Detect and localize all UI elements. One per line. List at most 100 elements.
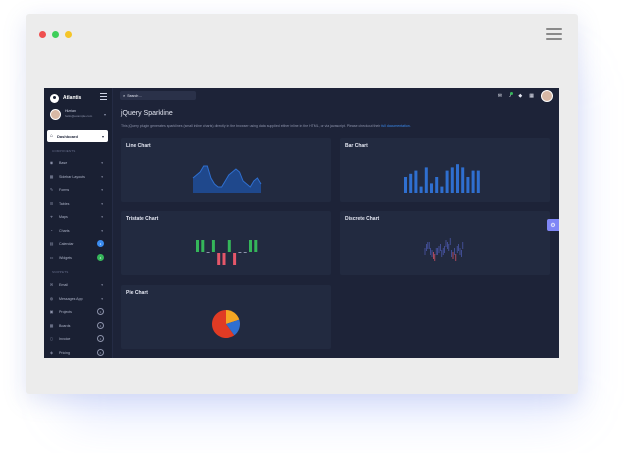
sidebar-item-widgets[interactable]: ▭ Widgets 4 — [49, 253, 107, 262]
brand-name: Atlantis — [63, 95, 82, 101]
bar-chart-bar — [445, 170, 449, 193]
section-heading-components: COMPONENTS — [52, 149, 76, 153]
documentation-link[interactable]: full documentation. — [381, 124, 411, 128]
sidebar-item-label: Base — [59, 160, 68, 165]
settings-icon[interactable]: ⚙ — [547, 219, 559, 231]
sidebar-item-label: Invoice — [59, 336, 71, 341]
table-icon: ☰ — [49, 201, 54, 206]
menu-icon[interactable] — [546, 28, 562, 43]
sidebar-item-maps[interactable]: ⌖ Maps ▾ — [49, 212, 107, 221]
card-title: Tristate Chart — [126, 216, 159, 222]
bar-chart-bar — [471, 170, 475, 193]
grid-icon[interactable]: ▦ — [529, 93, 534, 99]
page-title: jQuery Sparkline — [121, 110, 173, 117]
map-marker-icon: ⌖ — [50, 214, 53, 219]
navbar-actions: ✉ ♪ ◆ ▦ — [491, 90, 553, 102]
sidebar-item-calendar[interactable]: ▤ Calendar 1 — [49, 239, 107, 248]
line-chart-card: Line Chart — [121, 138, 331, 202]
bar-chart-bar — [424, 167, 428, 193]
tristate-chart-bar — [233, 253, 237, 265]
pie-chart — [212, 310, 240, 338]
avatar[interactable] — [541, 90, 553, 102]
sidebar-item-base[interactable]: ◉ Base ▾ — [49, 158, 107, 167]
tristate-chart-bar — [211, 240, 215, 252]
pie-chart-slice — [226, 319, 240, 336]
search-icon: ⌕ — [123, 93, 126, 98]
tristate-chart-bar — [222, 253, 226, 265]
home-icon: ⌂ — [50, 133, 54, 139]
bell-icon[interactable]: ♪ — [508, 92, 514, 99]
bar-chart-card: Bar Chart — [340, 138, 550, 202]
tristate-chart-bar — [249, 240, 252, 252]
layers-icon[interactable]: ◆ — [518, 93, 523, 99]
bar-chart-bar — [456, 164, 459, 193]
notification-badge — [510, 92, 514, 95]
close-window-dot[interactable] — [39, 31, 46, 38]
sidebar-item-projects[interactable]: ▣ Projects 3 — [49, 307, 107, 316]
bar-chart-bar — [440, 186, 444, 193]
sidebar-item-charts[interactable]: ◔ Charts ▾ — [49, 226, 107, 235]
sidebar-item-sidebar-layouts[interactable]: ▦ Sidebar Layouts ▾ — [49, 172, 107, 181]
bar-chart-bar — [430, 183, 433, 193]
count-badge: 4 — [97, 254, 104, 261]
user-profile[interactable]: Hizrian hello@example.com ▾ — [50, 108, 108, 122]
envelope-icon: ✉ — [49, 282, 54, 287]
chevron-down-icon: ▾ — [103, 112, 106, 117]
bar-chart-bar — [404, 177, 407, 193]
sidebar-item-label: Charts — [59, 228, 70, 233]
sidebar-item-label: Email — [59, 282, 68, 287]
sidebar: Atlantis Hizrian hello@example.com ▾ ⌂ D… — [44, 88, 113, 358]
sidebar-item-tables[interactable]: ☰ Tables ▾ — [49, 199, 107, 208]
chevron-down-icon: ▾ — [101, 282, 103, 287]
chevron-down-icon: ▾ — [101, 174, 103, 179]
chevron-down-icon: ▾ — [101, 133, 104, 139]
sidebar-item-label: Widgets — [59, 255, 72, 260]
sidebar-item-label: Calendar — [59, 241, 74, 246]
minimize-window-dot[interactable] — [65, 31, 72, 38]
tristate-chart-bar — [206, 252, 210, 253]
sidebar-item-forms[interactable]: ✎ Forms ▾ — [49, 185, 107, 194]
bar-chart-bar — [414, 170, 418, 193]
bar-chart-bar — [419, 186, 423, 193]
sidebar-item-invoice[interactable]: ▯ Invoice 4 — [49, 334, 107, 343]
chart-icon: ◔ — [50, 228, 53, 233]
user-email: hello@example.com — [65, 114, 93, 118]
count-badge: 4 — [97, 322, 104, 329]
sidebar-item-dashboard[interactable]: ⌂ Dashboard ▾ — [47, 130, 108, 142]
sidebar-item-pricing[interactable]: ◈ Pricing 6 — [49, 348, 107, 357]
pie-chart-slice — [212, 310, 235, 338]
pen-square-icon: ✎ — [49, 187, 54, 192]
sidebar-item-label: Forms — [59, 187, 70, 192]
avatar — [50, 109, 61, 120]
top-navbar: ⌕ ✉ ♪ ◆ ▦ — [112, 88, 559, 104]
tristate-chart-bar — [217, 253, 221, 265]
search-input[interactable] — [127, 93, 188, 98]
brand[interactable]: Atlantis — [50, 92, 81, 104]
grid-icon: ▦ — [49, 174, 54, 179]
pie-chart-card: Pie Chart — [121, 285, 331, 349]
sidebar-item-messages-app[interactable]: ◍ Messages App ▾ — [49, 294, 107, 303]
chevron-down-icon: ▾ — [101, 201, 103, 206]
sidebar-item-label: Pricing — [59, 350, 70, 355]
search-bar[interactable]: ⌕ — [120, 91, 196, 100]
tristate-chart-bar — [243, 252, 247, 253]
sidebar-item-label: Maps — [59, 214, 68, 219]
sidebar-item-boards[interactable]: ▦ Boards 4 — [49, 321, 107, 330]
maximize-window-dot[interactable] — [52, 31, 59, 38]
sidebar-item-email[interactable]: ✉ Email ▾ — [49, 280, 107, 289]
chevron-down-icon: ▾ — [101, 296, 103, 301]
desktop-icon: ▭ — [49, 255, 54, 260]
discrete-chart — [424, 238, 464, 261]
tristate-chart — [196, 240, 258, 265]
tristate-chart-bar — [254, 240, 258, 252]
sidebar-item-label: Dashboard — [57, 133, 78, 139]
count-badge: 4 — [97, 335, 104, 342]
brand-logo-icon — [50, 93, 59, 103]
chevron-down-icon: ▾ — [101, 187, 103, 192]
card-title: Line Chart — [126, 143, 151, 149]
sidebar-toggle-icon[interactable] — [100, 93, 107, 102]
sidebar-item-label: Messages App — [59, 296, 83, 301]
sidebar-item-label: Sidebar Layouts — [59, 174, 85, 179]
envelope-icon[interactable]: ✉ — [497, 93, 502, 99]
folder-icon: ▣ — [49, 309, 54, 314]
